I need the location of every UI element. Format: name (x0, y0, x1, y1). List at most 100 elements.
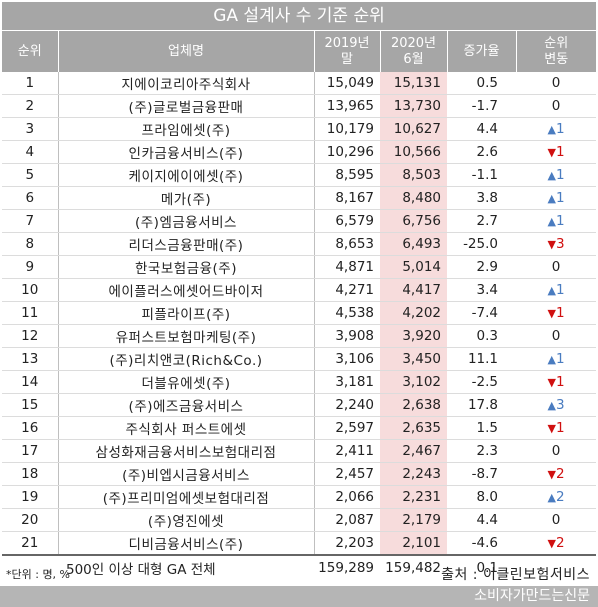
rank-cell: 21 (2, 531, 58, 556)
rank-cell: 4 (2, 140, 58, 164)
company-cell: (주)글로벌금융판매 (57, 94, 315, 118)
brand-name: 소비자가만드는신문 (474, 588, 590, 604)
rate-cell: 1.5 (447, 416, 516, 440)
rank-cell: 1 (2, 72, 58, 95)
change-value: 1 (555, 190, 565, 206)
value-2019-cell: 2,066 (314, 485, 380, 509)
change-cell: ▲1 (516, 117, 596, 141)
value-2020-cell: 4,202 (380, 301, 447, 325)
rate-cell: 4.4 (447, 508, 516, 532)
table-row: 20 (주)영진에셋 2,087 2,179 4.4 0 (2, 508, 596, 532)
value-2020-cell: 3,102 (380, 370, 447, 394)
rate-cell: -8.7 (447, 462, 516, 486)
table-row: 16 주식회사 퍼스트에셋 2,597 2,635 1.5 ▼1 (2, 416, 596, 440)
rate-cell: 3.4 (447, 278, 516, 302)
value-2020-cell: 10,627 (380, 117, 447, 141)
value-2020-cell: 2,179 (380, 508, 447, 532)
rate-cell: 2.6 (447, 140, 516, 164)
value-2020-cell: 2,243 (380, 462, 447, 486)
rank-cell: 2 (2, 94, 58, 118)
change-cell: ▲1 (516, 163, 596, 187)
change-cell: 0 (516, 508, 596, 532)
table-row: 3 프라임에셋(주) 10,179 10,627 4.4 ▲1 (2, 117, 596, 141)
value-2020-cell: 2,638 (380, 393, 447, 417)
rank-cell: 6 (2, 186, 58, 210)
change-value: 1 (555, 420, 565, 436)
rate-cell: 17.8 (447, 393, 516, 417)
rank-cell: 18 (2, 462, 58, 486)
rank-cell: 13 (2, 347, 58, 371)
value-2019-cell: 4,271 (314, 278, 380, 302)
change-value: 1 (555, 305, 565, 321)
value-2019-cell: 8,595 (314, 163, 380, 187)
change-cell: ▲3 (516, 393, 596, 417)
change-cell: ▲1 (516, 186, 596, 210)
triangle-up-icon: ▲ (547, 215, 556, 228)
triangle-down-icon: ▼ (547, 307, 556, 320)
rank-cell: 19 (2, 485, 58, 509)
value-2019-cell: 2,087 (314, 508, 380, 532)
rank-cell: 5 (2, 163, 58, 187)
header-2019: 2019년 말 (313, 31, 380, 72)
change-value: 3 (555, 236, 565, 252)
triangle-up-icon: ▲ (547, 192, 556, 205)
value-2019-cell: 2,411 (314, 439, 380, 463)
value-2019-cell: 4,871 (314, 255, 380, 279)
value-2019-cell: 3,908 (314, 324, 380, 348)
value-2019-cell: 3,106 (314, 347, 380, 371)
rate-cell: 0.5 (447, 72, 516, 95)
company-cell: 피플라이프(주) (57, 301, 315, 325)
value-2019-cell: 2,240 (314, 393, 380, 417)
total-2020: 159,482 (380, 554, 447, 579)
rate-cell: -2.5 (447, 370, 516, 394)
rank-cell: 14 (2, 370, 58, 394)
header-rank: 순위 (2, 31, 58, 72)
value-2020-cell: 3,920 (380, 324, 447, 348)
company-cell: (주)영진에셋 (57, 508, 315, 532)
rate-cell: 4.4 (447, 117, 516, 141)
value-2019-cell: 8,653 (314, 232, 380, 256)
company-cell: (주)프리미엄에셋보험대리점 (57, 485, 315, 509)
value-2020-cell: 4,417 (380, 278, 447, 302)
value-2019-cell: 13,965 (314, 94, 380, 118)
company-cell: 디비금융서비스(주) (57, 531, 315, 556)
total-label: 500인 이상 대형 GA 전체 (2, 554, 314, 579)
change-value: 1 (555, 121, 565, 137)
change-cell: ▼3 (516, 232, 596, 256)
rate-cell: 3.8 (447, 186, 516, 210)
rate-cell: -1.1 (447, 163, 516, 187)
table-row: 19 (주)프리미엄에셋보험대리점 2,066 2,231 8.0 ▲2 (2, 485, 596, 509)
value-2020-cell: 15,131 (380, 72, 447, 95)
company-cell: 프라임에셋(주) (57, 117, 315, 141)
table-row: 1 지에이코리아주식회사 15,049 15,131 0.5 0 (2, 72, 596, 95)
table-row: 13 (주)리치앤코(Rich&Co.) 3,106 3,450 11.1 ▲1 (2, 347, 596, 371)
value-2020-cell: 3,450 (380, 347, 447, 371)
table-title: GA 설계사 수 기준 순위 (2, 2, 596, 30)
triangle-up-icon: ▲ (547, 123, 556, 136)
company-cell: 유퍼스트보험마케팅(주) (57, 324, 315, 348)
value-2019-cell: 10,179 (314, 117, 380, 141)
company-cell: (주)에즈금융서비스 (57, 393, 315, 417)
change-cell: ▼2 (516, 462, 596, 486)
change-cell: 0 (516, 72, 596, 95)
header-company: 업체명 (57, 31, 314, 72)
triangle-down-icon: ▼ (547, 376, 556, 389)
change-value: 3 (555, 397, 565, 413)
change-cell: ▼1 (516, 370, 596, 394)
value-2020-cell: 6,756 (380, 209, 447, 233)
rate-cell: 8.0 (447, 485, 516, 509)
table-row: 21 디비금융서비스(주) 2,203 2,101 -4.6 ▼2 (2, 531, 596, 556)
rate-cell: -25.0 (447, 232, 516, 256)
table-row: 6 메가(주) 8,167 8,480 3.8 ▲1 (2, 186, 596, 210)
value-2019-cell: 2,597 (314, 416, 380, 440)
table-row: 17 삼성화재금융서비스보험대리점 2,411 2,467 2.3 0 (2, 439, 596, 463)
company-cell: 케이지에이에셋(주) (57, 163, 315, 187)
change-value: 1 (555, 213, 565, 229)
company-cell: 메가(주) (57, 186, 315, 210)
table-row: 12 유퍼스트보험마케팅(주) 3,908 3,920 0.3 0 (2, 324, 596, 348)
header-rate: 증가율 (446, 31, 516, 72)
change-value: 2 (555, 489, 565, 505)
rate-cell: 11.1 (447, 347, 516, 371)
value-2019-cell: 15,049 (314, 72, 380, 95)
value-2019-cell: 3,181 (314, 370, 380, 394)
